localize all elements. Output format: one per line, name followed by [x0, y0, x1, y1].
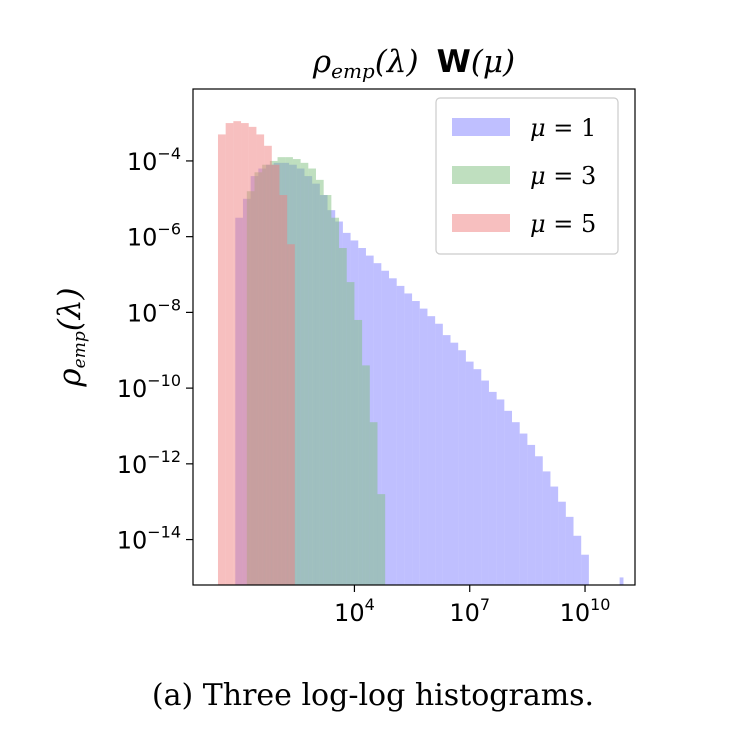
plot-frame	[192, 88, 636, 586]
legend-swatch	[452, 166, 510, 184]
histogram-bar	[354, 319, 363, 585]
histogram-bar	[315, 179, 324, 585]
legend-swatch	[452, 118, 510, 136]
histogram-bar	[404, 293, 413, 585]
histogram-bar	[573, 535, 582, 585]
x-tick-label: 1010	[560, 595, 611, 627]
histogram-bar	[527, 444, 536, 585]
y-tick-label: 10−10	[117, 371, 181, 403]
histogram-bar	[339, 248, 347, 585]
histogram-bar	[396, 285, 405, 585]
y-tick-label: 10−6	[127, 220, 181, 252]
x-tick-label: 104	[334, 595, 375, 627]
histogram-bar	[419, 308, 428, 585]
histogram-bar	[241, 123, 249, 585]
x-tick-label: 107	[449, 595, 490, 627]
histogram-bar	[362, 365, 370, 585]
histogram-bar	[377, 494, 386, 585]
histogram-bar	[217, 134, 226, 585]
legend-label: μ = 5	[530, 210, 596, 238]
histogram-bar	[473, 369, 482, 585]
histogram-bar	[271, 164, 280, 585]
histogram-bar	[248, 126, 257, 585]
histogram-bar	[450, 342, 459, 585]
histogram-bar	[389, 278, 397, 585]
histogram-bar	[558, 501, 566, 585]
histogram-bar	[331, 217, 340, 585]
histogram-bar	[264, 145, 272, 585]
figure-caption: (a) Three log-log histograms.	[151, 678, 595, 713]
histogram-bar	[519, 433, 528, 585]
histogram-bar	[488, 391, 497, 585]
histogram-bar	[308, 168, 316, 585]
histogram-bar	[542, 471, 551, 585]
histogram-bar	[381, 270, 390, 585]
histogram-bar	[465, 361, 474, 585]
histogram-bar	[619, 577, 624, 585]
histogram-bar	[369, 422, 378, 585]
histogram-bar	[550, 486, 559, 585]
chart-title: ρemp(λ) W(μ)	[312, 44, 515, 83]
histogram-bar	[346, 282, 355, 585]
histogram-bars	[217, 121, 624, 585]
y-tick-label: 10−14	[117, 523, 181, 555]
histogram-bar	[442, 335, 451, 585]
legend-swatch	[452, 214, 510, 232]
histogram-chart: ρemp(λ) W(μ) ρemp(λ) 104 107 101010−410−610…	[52, 44, 636, 627]
y-axis-label: ρemp(λ)	[52, 287, 90, 387]
histogram-bar	[427, 316, 436, 585]
legend-label: μ = 3	[530, 162, 596, 190]
histogram-bar	[458, 350, 466, 585]
histogram-bar	[287, 244, 295, 585]
y-tick-label: 10−4	[127, 144, 181, 176]
histogram-bar	[323, 195, 332, 585]
histogram-bar	[279, 195, 288, 585]
histogram-bar	[292, 159, 301, 585]
legend: μ = 1 μ = 3 μ = 5	[435, 97, 619, 255]
histogram-bar	[565, 516, 574, 585]
histogram-bar	[512, 422, 520, 585]
y-tick-label: 10−12	[117, 447, 181, 479]
histogram-bar	[504, 410, 513, 585]
histogram-bar	[535, 456, 543, 585]
axis-ticks: 104 107 1010 10−4 10−6 10−8 10−10 10−12 10−14	[117, 144, 611, 627]
histogram-bar	[233, 121, 242, 585]
histogram-bar	[581, 554, 589, 585]
histogram-bar	[435, 323, 443, 585]
histogram-bar	[496, 399, 505, 585]
histogram-bar	[412, 301, 420, 585]
histogram-bar	[225, 123, 234, 585]
histogram-bar	[300, 162, 309, 585]
y-tick-label: 10−8	[127, 295, 181, 327]
histogram-bar	[481, 380, 489, 585]
legend-label: μ = 1	[530, 114, 596, 142]
histogram-bar	[256, 134, 265, 585]
